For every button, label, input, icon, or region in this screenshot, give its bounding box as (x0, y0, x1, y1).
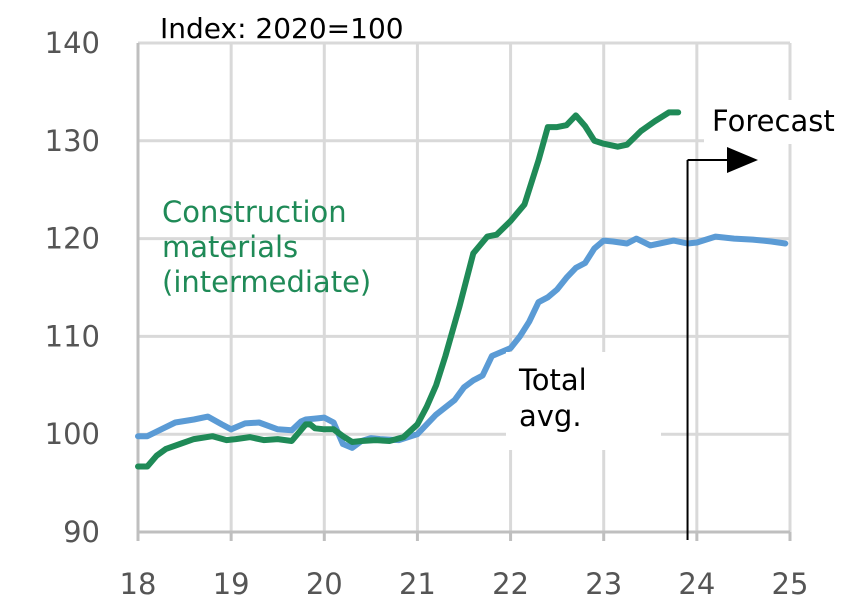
series-label-construction: materials (162, 230, 298, 264)
x-tick-labels: 18 19 20 21 22 23 24 25 (120, 567, 809, 601)
label-box (506, 352, 661, 450)
series-label-total: avg. (519, 399, 582, 433)
forecast-label: Forecast (712, 104, 835, 138)
forecast-arrowhead (727, 147, 758, 173)
y-tick-label: 130 (45, 124, 100, 158)
x-tick-label: 24 (678, 567, 715, 601)
series-line-total (135, 233, 789, 451)
y-tick-label: 110 (45, 319, 100, 353)
series-label-construction: (intermediate) (162, 265, 371, 299)
y-tick-label: 140 (45, 26, 100, 60)
x-tick-label: 20 (306, 567, 343, 601)
axes (136, 43, 792, 541)
x-tick-label: 22 (492, 567, 529, 601)
y-tick-labels: 90 100 110 120 130 140 (45, 26, 100, 549)
series-label-construction: Construction (162, 195, 347, 229)
x-tick-label: 19 (213, 567, 250, 601)
y-tick-label: 120 (45, 222, 100, 256)
series-line-construction (135, 109, 682, 470)
unit-label: Index: 2020=100 (160, 12, 404, 45)
series-lines (135, 109, 789, 470)
series-label-total: Total (518, 363, 587, 397)
y-tick-label: 90 (63, 515, 100, 549)
x-tick-label: 23 (585, 567, 622, 601)
label-box (704, 100, 864, 144)
gridlines (136, 41, 792, 534)
x-tick-label: 18 (120, 567, 157, 601)
y-tick-label: 100 (45, 417, 100, 451)
x-tick-label: 25 (772, 567, 809, 601)
x-tick-label: 21 (399, 567, 436, 601)
